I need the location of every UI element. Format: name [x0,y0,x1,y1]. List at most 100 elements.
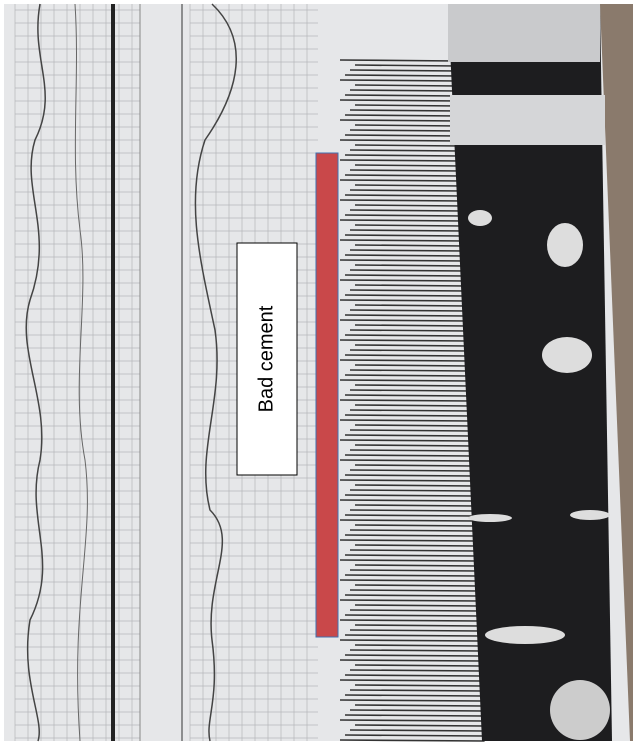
blob [542,337,592,373]
vdl-stripe [354,704,484,707]
blob [468,514,512,522]
vdl-stripe [349,269,466,272]
vdl-stripe [349,229,465,232]
curve [25,3,46,742]
vdl-stripe [349,449,474,452]
vdl-stripe [354,564,478,567]
vdl-stripe [339,399,472,402]
vdl-stripe [349,529,477,532]
vdl-stripe [339,539,477,542]
vdl-stripe [354,184,463,187]
vdl-stripe [344,234,465,237]
vdl-stripe [339,179,463,182]
vdl-stripe [344,734,485,737]
vdl-stripe [344,354,470,357]
vdl-stripe [354,204,464,207]
vdl-stripe [339,739,485,742]
vdl-stripe [344,214,464,217]
vdl-stripe [349,569,478,572]
vdl-stripe [339,59,458,62]
vdl-stripe [349,369,470,372]
vdl-stripe [339,379,471,382]
vdl-stripe [339,699,484,702]
bad-cement-bar [315,152,339,638]
vdl-stripe [344,254,466,257]
vdl-stripe [344,74,459,77]
vdl-stripe [339,239,465,242]
vdl-stripe [344,594,479,597]
vdl-stripe [349,109,460,112]
vdl-stripe [354,584,479,587]
vdl-stripe [354,104,460,107]
vdl-stripe [344,714,484,717]
blob [570,510,610,520]
vdl-stripe [349,149,462,152]
vdl-stripe [349,89,459,92]
vdl-stripe [339,459,474,462]
vdl-stripe [339,639,481,642]
vdl-stripe [349,329,469,332]
image-panel [448,4,612,741]
vdl-stripe [339,719,484,722]
vdl-stripe [354,544,477,547]
vdl-stripe [339,679,483,682]
vdl-stripe [354,424,473,427]
vdl-stripe [354,344,469,347]
vdl-stripe [339,219,464,222]
vdl-stripe [344,414,472,417]
vdl-stripe [339,339,469,342]
vdl-stripe [349,409,472,412]
vdl-stripe [344,194,463,197]
vdl-stripe [354,364,470,367]
vdl-stripe [354,384,471,387]
vdl-stripe [349,729,485,732]
vdl-stripe [354,324,469,327]
vdl-stripe [349,709,484,712]
vdl-stripe [354,224,465,227]
blob [468,210,492,226]
vdl-stripe [344,694,483,697]
vdl-stripe [354,484,475,487]
vdl-stripe [344,374,471,377]
vdl-stripe [349,189,463,192]
vdl-stripe [354,164,462,167]
vdl-stripe [344,514,476,517]
vdl-stripe [339,299,468,302]
vdl-stripe [339,499,476,502]
vdl-stripe [344,174,463,177]
vdl-stripe [354,124,461,127]
table-edge [600,4,633,741]
vdl-stripe [344,274,467,277]
vdl-stripe [354,664,482,667]
vdl-stripe [344,94,459,97]
vdl-stripe [339,159,462,162]
vdl-stripe [349,609,480,612]
vdl-stripe [354,444,473,447]
blob [450,95,605,145]
vdl-stripe [344,334,469,337]
vdl-stripe [349,69,458,72]
vdl-stripe [349,629,481,632]
blob [485,626,565,644]
vdl-stripe [354,244,465,247]
vdl-stripe [354,624,481,627]
vdl-stripe [349,429,473,432]
vdl-stripe [349,489,475,492]
vdl-stripe [349,509,476,512]
blob [547,223,583,267]
vdl-stripe [354,504,476,507]
vdl-stripe [354,304,468,307]
vdl-stripe [344,294,467,297]
vdl-stripe [349,549,478,552]
label: Bad cement [255,305,277,412]
vdl-stripe [349,169,462,172]
vdl-stripe [349,349,470,352]
vdl-stripe [344,154,462,157]
vdl-stripe [354,604,480,607]
vdl-stripe [349,389,471,392]
vdl-stripe [344,614,480,617]
vdl-stripe [339,559,478,562]
vdl-stripe [344,554,478,557]
vdl-stripe [339,359,470,362]
vdl-stripe [339,79,459,82]
